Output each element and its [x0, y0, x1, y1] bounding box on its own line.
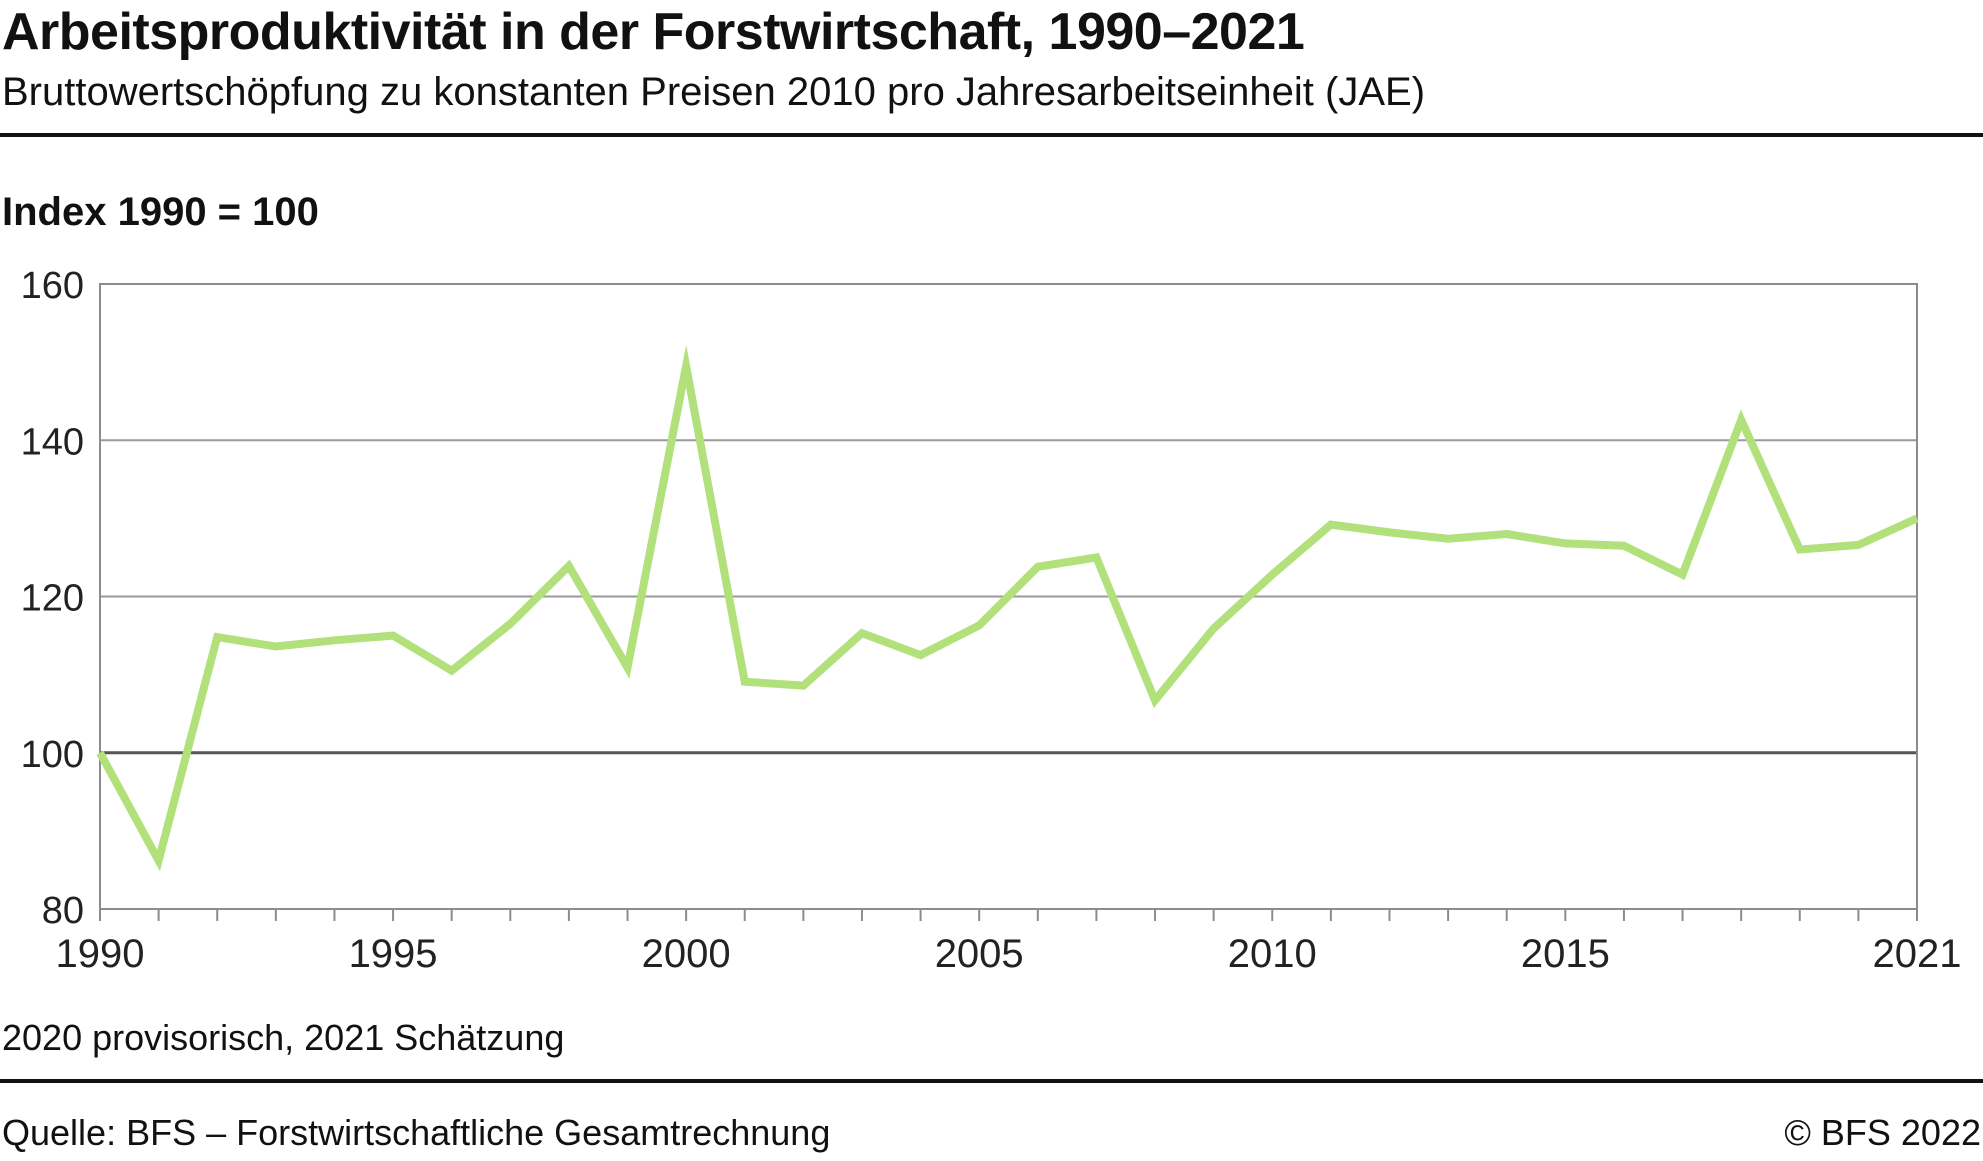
y-tick-label: 120 [21, 578, 84, 620]
x-tick-label: 1990 [56, 932, 145, 976]
data-point [1913, 514, 1921, 522]
data-point [1268, 571, 1276, 579]
x-tick-label: 2021 [1873, 932, 1962, 976]
y-tick-label: 160 [21, 265, 84, 307]
chart-title: Arbeitsproduktivität in der Forstwirtsch… [2, 3, 1305, 61]
data-point [1327, 521, 1335, 529]
data-point [96, 749, 104, 757]
data-point [1385, 528, 1393, 536]
data-point [506, 620, 514, 628]
y-tick-label: 80 [42, 890, 84, 932]
y-tick-label: 100 [21, 734, 84, 776]
data-point [1561, 539, 1569, 547]
data-point [917, 651, 925, 659]
data-point [1503, 530, 1511, 538]
copyright-note: © BFS 2022 [1784, 1112, 1981, 1153]
data-point [213, 633, 221, 641]
data-point [799, 682, 807, 690]
source-note: Quelle: BFS – Forstwirtschaftliche Gesam… [2, 1112, 831, 1153]
data-point [330, 636, 338, 644]
chart-subtitle: Bruttowertschöpfung zu konstanten Preise… [2, 70, 1426, 114]
series-line [96, 344, 1919, 872]
data-point [1151, 696, 1159, 704]
x-tick-label: 2000 [642, 932, 731, 976]
data-point [1444, 535, 1452, 543]
y-tick-label: 140 [21, 421, 84, 463]
data-point [682, 362, 690, 370]
data-point [1737, 416, 1745, 424]
data-point [565, 562, 573, 570]
line-chart: 80 100 120 140 160 1990 1995 2000 2005 2010 2015 20… [21, 265, 1962, 976]
x-tick-label: 2005 [935, 932, 1024, 976]
data-point [1796, 546, 1804, 554]
x-tick-label: 2010 [1228, 932, 1317, 976]
data-point [1034, 563, 1042, 571]
data-point [155, 857, 163, 865]
data-point [272, 643, 280, 651]
data-point [1210, 625, 1218, 633]
footnote: 2020 provisorisch, 2021 Schätzung [2, 1017, 565, 1058]
y-axis-unit-label: Index 1990 = 100 [2, 190, 319, 234]
data-point [624, 664, 632, 672]
data-point [389, 632, 397, 640]
data-point [741, 678, 749, 686]
bottom-divider [0, 1079, 1983, 1083]
top-divider [0, 133, 1983, 137]
data-point [1854, 541, 1862, 549]
data-point [1679, 571, 1687, 579]
x-tick-label: 2015 [1521, 932, 1610, 976]
data-point [1092, 553, 1100, 561]
data-point [1620, 542, 1628, 550]
data-point [975, 621, 983, 629]
plot-frame [99, 283, 1918, 910]
data-point [858, 629, 866, 637]
data-point [448, 667, 456, 675]
x-tick-label: 1995 [349, 932, 438, 976]
